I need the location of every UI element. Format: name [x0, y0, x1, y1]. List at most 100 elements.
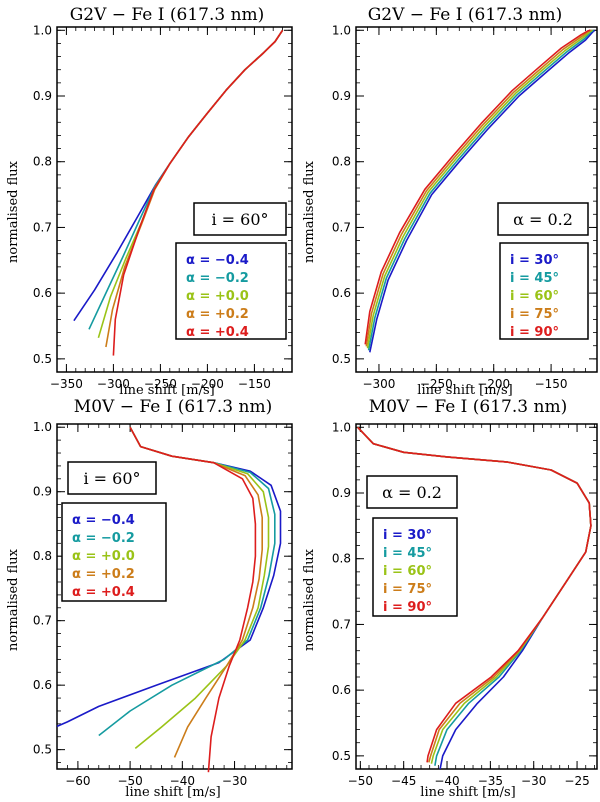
y-tick-label: 0.7 [332, 617, 351, 631]
panel-m0v-inclination: M0V − Fe I (617.3 nm) line shift [m/s] n… [6, 397, 293, 800]
axis-ticks: −350 −300 −250 −200 −150 0.5 0.6 0.7 0.8 0.9 1.0 [33, 23, 293, 391]
y-tick-label: 0.8 [332, 552, 351, 566]
x-tick-label: −350 [50, 377, 83, 391]
annotation-box [366, 475, 458, 509]
annotation-text: i = 60° [211, 210, 268, 229]
x-tick-label: −50 [348, 774, 373, 788]
x-tick-label: −200 [477, 377, 510, 391]
panel-title: G2V − Fe I (617.3 nm) [368, 5, 563, 25]
panel-g2v-alpha: G2V − Fe I (617.3 nm) line shift [m/s] n… [302, 5, 598, 398]
series-curves [56, 426, 282, 773]
series-line-5 [364, 29, 591, 345]
x-tick-label: −300 [97, 377, 130, 391]
series-line-1 [369, 29, 596, 353]
legend-entry-3: α = +0.0 [186, 289, 249, 304]
y-tick-label: 0.6 [332, 683, 351, 697]
legend-box [175, 242, 287, 340]
legend-entry-5: i = 90° [510, 325, 559, 340]
annotation-box [193, 202, 287, 236]
x-tick-label: −250 [420, 377, 453, 391]
plot-frame [56, 26, 293, 373]
series-line-4 [365, 29, 592, 347]
y-tick-label: 0.7 [33, 220, 52, 234]
x-tick-label: −150 [535, 377, 568, 391]
y-tick-label: 1.0 [33, 23, 52, 37]
legend-box [372, 517, 458, 617]
x-tick-label: −30 [222, 774, 247, 788]
y-tick-label: 0.5 [332, 352, 351, 366]
legend: i = 30° i = 45° i = 60° i = 75° i = 90° [383, 528, 432, 615]
legend-box [499, 242, 589, 340]
x-tick-label: −40 [170, 774, 195, 788]
y-tick-label: 0.7 [332, 220, 351, 234]
y-tick-label: 0.5 [33, 352, 52, 366]
y-tick-label: 0.8 [33, 549, 52, 563]
panel-title: G2V − Fe I (617.3 nm) [70, 5, 265, 25]
x-tick-label: −30 [521, 774, 546, 788]
x-axis-label: line shift [m/s] [125, 785, 220, 800]
legend-entry-5: α = +0.4 [186, 325, 249, 340]
legend-entry-4: α = +0.2 [186, 307, 249, 322]
x-tick-label: −25 [564, 774, 589, 788]
legend-entry-1: i = 30° [383, 528, 432, 543]
legend-entry-1: α = −0.4 [186, 253, 249, 268]
panel-title: M0V − Fe I (617.3 nm) [74, 397, 272, 417]
legend-entry-4: i = 75° [383, 582, 432, 597]
y-tick-label: 0.9 [33, 89, 52, 103]
series-line-5 [357, 426, 592, 763]
y-tick-label: 0.5 [332, 749, 351, 763]
legend-entry-2: α = −0.2 [72, 531, 135, 546]
x-tick-label: −150 [238, 377, 271, 391]
series-line-3 [366, 29, 593, 349]
series-line-5 [129, 426, 257, 773]
y-tick-label: 0.6 [33, 678, 52, 692]
annotation-box [67, 461, 157, 495]
x-tick-label: −250 [144, 377, 177, 391]
y-tick-label: 0.8 [33, 155, 52, 169]
x-tick-label: −60 [65, 774, 90, 788]
panel-title: M0V − Fe I (617.3 nm) [369, 397, 567, 417]
y-tick-label: 0.9 [332, 486, 351, 500]
x-tick-label: −50 [117, 774, 142, 788]
y-axis-label: normalised flux [302, 548, 317, 651]
x-tick-label: −40 [434, 774, 459, 788]
y-axis-label: normalised flux [6, 160, 21, 263]
legend-entry-4: α = +0.2 [72, 567, 135, 582]
y-axis-label: normalised flux [302, 160, 317, 263]
y-tick-label: 0.6 [332, 286, 351, 300]
legend-entry-1: α = −0.4 [72, 513, 135, 528]
legend-entry-2: i = 45° [510, 271, 559, 286]
x-tick-label: −45 [391, 774, 416, 788]
annotation-text: α = 0.2 [513, 210, 573, 229]
x-tick-label: −300 [362, 377, 395, 391]
legend-entry-1: i = 30° [510, 253, 559, 268]
y-tick-label: 0.6 [33, 286, 52, 300]
x-tick-label: −200 [191, 377, 224, 391]
series-curves [357, 426, 592, 770]
y-tick-label: 1.0 [33, 420, 52, 434]
legend: α = −0.4 α = −0.2 α = +0.0 α = +0.2 α = +0.4 [72, 513, 135, 600]
y-tick-label: 1.0 [332, 420, 351, 434]
axis-ticks: −50 −45 −40 −35 −30 −25 0.5 0.6 0.7 0.8 0.9 1.0 [332, 420, 598, 788]
series-line-2 [367, 29, 594, 351]
legend-entry-3: α = +0.0 [72, 549, 135, 564]
y-tick-label: 1.0 [332, 23, 351, 37]
y-tick-label: 0.8 [332, 155, 351, 169]
legend: i = 30° i = 45° i = 60° i = 75° i = 90° [510, 253, 559, 340]
annotation-text: α = 0.2 [382, 483, 442, 502]
legend-entry-4: i = 75° [510, 307, 559, 322]
y-axis-label: normalised flux [6, 548, 21, 651]
legend-entry-3: i = 60° [383, 564, 432, 579]
panel-g2v-inclination: G2V − Fe I (617.3 nm) line shift [m/s] n… [6, 5, 293, 398]
axis-ticks: −300 −250 −200 −150 0.5 0.6 0.7 0.8 0.9 1.0 [332, 23, 598, 391]
legend-entry-5: α = +0.4 [72, 585, 135, 600]
x-tick-label: −35 [478, 774, 503, 788]
annotation-box [497, 202, 589, 236]
axis-ticks: −60 −50 −40 −30 0.5 0.6 0.7 0.8 0.9 1.0 [33, 420, 293, 788]
plot-frame [355, 26, 598, 373]
series-curves [364, 29, 596, 353]
legend: α = −0.4 α = −0.2 α = +0.0 α = +0.2 α = +0.4 [186, 253, 249, 340]
x-axis-label: line shift [m/s] [119, 383, 214, 398]
series-curves [73, 29, 284, 356]
